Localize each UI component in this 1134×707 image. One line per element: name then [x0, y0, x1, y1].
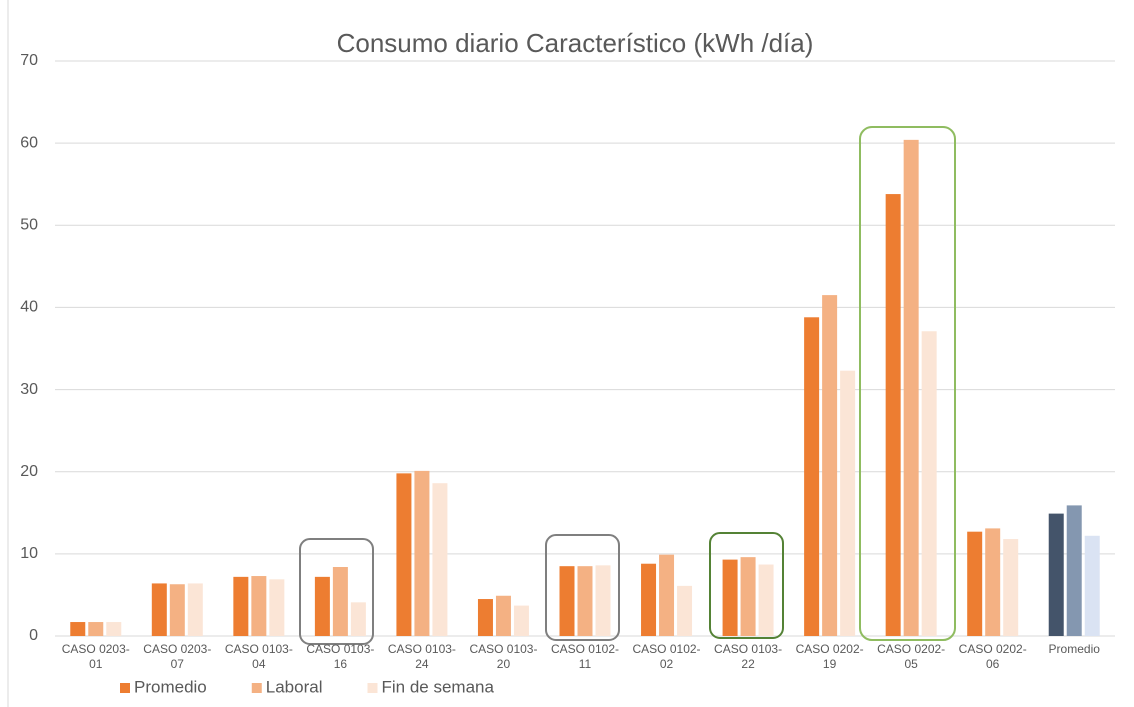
- bar: [432, 483, 448, 636]
- x-tick-label: Promedio: [1049, 642, 1101, 656]
- bar: [106, 622, 122, 636]
- bar: [758, 564, 774, 636]
- legend-label: Promedio: [134, 677, 207, 696]
- bar: [187, 583, 203, 636]
- highlight-box: [545, 534, 620, 641]
- bar: [495, 595, 511, 636]
- bar: [1003, 539, 1019, 636]
- x-tick-label: CASO 0203-07: [143, 642, 211, 671]
- y-tick-label: 60: [20, 134, 38, 151]
- x-tick-label: CASO 0202-19: [796, 642, 864, 671]
- bar: [314, 576, 330, 636]
- legend-swatch: [251, 683, 262, 693]
- chart-title: Consumo diario Característico (kWh /día): [337, 28, 814, 58]
- bar: [559, 566, 575, 636]
- x-tick-label: CASO 0203-01: [62, 642, 130, 671]
- highlight-box: [299, 538, 374, 645]
- legend-label: Fin de semana: [381, 677, 494, 696]
- bar: [677, 585, 693, 636]
- x-tick-label: CASO 0103-22: [714, 642, 782, 671]
- highlight-box: [859, 126, 956, 641]
- bar: [396, 473, 412, 636]
- bar: [985, 528, 1001, 636]
- x-tick-label: CASO 0102-02: [633, 642, 701, 671]
- bar: [595, 565, 611, 636]
- bar: [822, 295, 838, 636]
- bar: [350, 602, 366, 636]
- bar: [332, 567, 348, 636]
- bar: [513, 605, 529, 636]
- y-tick-label: 70: [20, 52, 38, 69]
- bar: [967, 531, 983, 636]
- x-tick-label: CASO 0103-16: [306, 642, 374, 671]
- y-tick-label: 0: [29, 627, 38, 644]
- bar: [477, 599, 493, 636]
- legend-swatch: [367, 683, 378, 693]
- x-tick-label: CASO 0202-05: [877, 642, 945, 671]
- y-tick-label: 50: [20, 217, 38, 234]
- bar: [659, 554, 675, 636]
- bar: [169, 584, 185, 636]
- bar: [577, 566, 593, 636]
- bar: [722, 559, 738, 636]
- bar: [269, 579, 285, 636]
- x-tick-label: CASO 0103-04: [225, 642, 293, 671]
- bar: [251, 576, 267, 636]
- bar: [88, 622, 104, 636]
- y-tick-label: 10: [20, 545, 38, 562]
- x-tick-label: CASO 0103-24: [388, 642, 456, 671]
- bar: [885, 194, 901, 637]
- x-tick-label: CASO 0102-11: [551, 642, 619, 671]
- bar: [740, 557, 756, 636]
- highlights: [299, 126, 956, 645]
- bar: [903, 139, 919, 636]
- highlight-box: [709, 532, 784, 639]
- y-tick-label: 30: [20, 381, 38, 398]
- bar: [414, 470, 430, 636]
- bar: [921, 331, 937, 636]
- y-tick-label: 20: [20, 463, 38, 480]
- bar: [804, 317, 820, 636]
- x-tick-label: CASO 0103-20: [469, 642, 537, 671]
- bar: [70, 622, 86, 636]
- x-tick-label: CASO 0202-06: [959, 642, 1027, 671]
- y-tick-label: 40: [20, 299, 38, 316]
- bar: [151, 583, 167, 636]
- bar: [840, 370, 856, 636]
- legend-swatch: [120, 683, 130, 693]
- bar: [641, 563, 657, 636]
- bar: [1066, 505, 1082, 636]
- bar: [1084, 535, 1100, 636]
- bar: [233, 576, 249, 636]
- bar: [1048, 513, 1064, 636]
- legend-label: Laboral: [266, 677, 323, 696]
